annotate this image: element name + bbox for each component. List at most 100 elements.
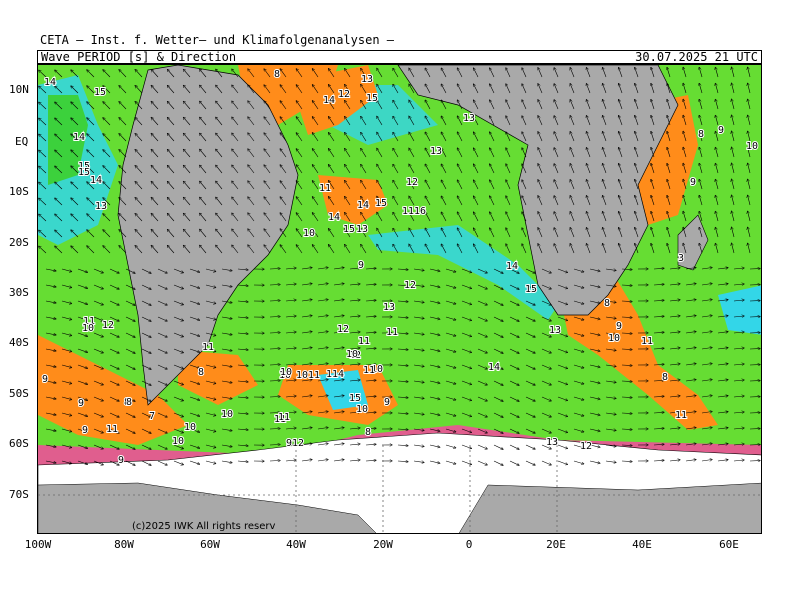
direction-arrow — [55, 150, 63, 158]
direction-arrow — [490, 116, 495, 126]
direction-arrow — [538, 196, 543, 206]
direction-arrow — [349, 316, 360, 317]
direction-arrow — [589, 300, 600, 303]
direction-arrow — [717, 284, 728, 285]
direction-arrow — [77, 412, 87, 416]
direction-arrow — [409, 228, 415, 238]
direction-arrow — [157, 460, 167, 465]
direction-arrow — [93, 428, 103, 433]
direction-arrow — [151, 182, 159, 190]
direction-arrow — [509, 444, 519, 449]
period-value-label: 10 — [221, 409, 233, 420]
direction-arrow — [312, 117, 319, 126]
direction-arrow — [221, 460, 232, 463]
direction-arrow — [393, 84, 399, 94]
direction-arrow — [570, 228, 575, 238]
direction-arrow — [509, 396, 519, 401]
direction-arrow — [522, 228, 527, 238]
period-value-label: 9 — [690, 177, 696, 188]
direction-arrow — [87, 134, 95, 142]
direction-arrow — [525, 364, 535, 369]
direction-arrow — [280, 85, 287, 94]
direction-arrow — [541, 348, 551, 353]
direction-arrow — [135, 230, 143, 238]
direction-arrow — [603, 116, 607, 126]
direction-arrow — [189, 396, 200, 400]
direction-arrow — [109, 380, 119, 385]
direction-arrow — [269, 445, 280, 446]
direction-arrow — [554, 244, 559, 254]
direction-arrow — [717, 428, 728, 429]
direction-arrow — [573, 284, 584, 288]
direction-arrow — [232, 117, 239, 126]
direction-arrow — [425, 164, 431, 174]
direction-arrow — [317, 428, 328, 430]
direction-arrow — [425, 100, 431, 110]
direction-arrow — [490, 100, 495, 110]
direction-arrow — [733, 380, 744, 381]
direction-arrow — [605, 397, 616, 398]
direction-arrow — [333, 348, 344, 349]
direction-arrow — [248, 149, 255, 158]
direction-arrow — [461, 268, 471, 273]
direction-arrow — [280, 245, 287, 254]
direction-arrow — [45, 348, 56, 351]
direction-arrow — [205, 316, 216, 320]
direction-arrow — [312, 229, 319, 238]
direction-arrow — [509, 380, 519, 385]
direction-arrow — [733, 428, 744, 429]
direction-arrow — [45, 332, 56, 335]
direction-arrow — [119, 182, 127, 190]
direction-arrow — [732, 99, 735, 110]
direction-arrow — [441, 228, 447, 238]
direction-arrow — [200, 197, 207, 206]
direction-arrow — [77, 460, 87, 464]
direction-arrow — [683, 115, 687, 126]
direction-arrow — [573, 412, 584, 416]
direction-arrow — [125, 284, 135, 289]
direction-arrow — [312, 181, 319, 190]
direction-arrow — [93, 412, 103, 417]
direction-arrow — [296, 149, 303, 158]
direction-arrow — [151, 102, 159, 110]
direction-arrow — [603, 132, 607, 142]
direction-arrow — [141, 268, 151, 273]
direction-arrow — [506, 228, 511, 238]
direction-arrow — [71, 150, 79, 158]
direction-arrow — [525, 348, 535, 353]
period-value-label: 15 — [366, 93, 378, 104]
direction-arrow — [570, 68, 575, 78]
direction-arrow — [329, 181, 335, 190]
direction-arrow — [45, 364, 56, 367]
direction-arrow — [349, 412, 360, 413]
direction-arrow — [125, 348, 135, 353]
direction-arrow — [103, 182, 111, 190]
direction-arrow — [109, 444, 119, 449]
direction-arrow — [365, 284, 376, 285]
direction-arrow — [200, 133, 207, 142]
direction-arrow — [301, 460, 312, 461]
direction-arrow — [119, 102, 127, 110]
direction-arrow — [605, 349, 616, 350]
direction-arrow — [264, 133, 271, 142]
direction-arrow — [109, 348, 119, 353]
direction-arrow — [317, 268, 328, 270]
direction-arrow — [733, 348, 744, 349]
direction-arrow — [349, 460, 360, 461]
direction-arrow — [103, 70, 111, 78]
direction-arrow — [701, 396, 712, 398]
direction-arrow — [717, 316, 728, 317]
direction-arrow — [541, 412, 551, 417]
direction-arrow — [733, 284, 744, 285]
direction-arrow — [377, 196, 383, 206]
direction-arrow — [317, 396, 328, 398]
direction-arrow — [135, 70, 143, 78]
direction-arrow — [635, 84, 639, 94]
direction-arrow — [365, 300, 376, 301]
direction-arrow — [45, 380, 56, 383]
lon-label: 100W — [24, 538, 52, 551]
direction-arrow — [173, 412, 183, 417]
period-value-label: 10 — [303, 228, 315, 239]
direction-arrow — [605, 301, 616, 302]
direction-arrow — [285, 444, 296, 445]
